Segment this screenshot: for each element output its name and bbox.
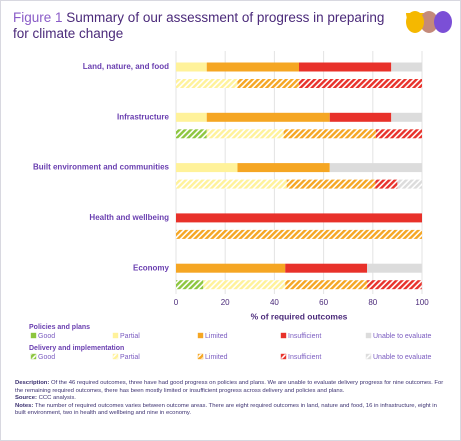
legend-swatch [30, 332, 37, 339]
title-text: Summary of our assessment of progress in… [13, 10, 385, 41]
x-tick-label: 0 [174, 298, 179, 307]
legend-label: Good [38, 354, 55, 361]
legend-label: Insufficient [288, 333, 321, 340]
legend-swatch [280, 332, 287, 339]
bar-segment [176, 62, 207, 72]
legend-label: Insufficient [288, 354, 321, 361]
bar-segment [237, 79, 299, 88]
legend-heading: Policies and plans [29, 324, 90, 331]
x-tick-label: 40 [270, 298, 279, 307]
footer: Description: Of the 46 required outcomes… [15, 380, 447, 418]
bar-segment [299, 62, 392, 72]
legend-swatch [365, 353, 372, 360]
bar-segment [237, 163, 330, 173]
legend-label: Unable to evaluate [373, 354, 431, 361]
bar-segment [206, 62, 299, 72]
category-label: Land, nature, and food [83, 62, 169, 71]
footer-text: CCC analysis. [38, 395, 76, 402]
footer-line: Source: CCC analysis. [15, 395, 447, 403]
bar-segment [375, 179, 398, 189]
legend-swatch [30, 353, 37, 360]
x-tick-label: 100 [415, 298, 429, 307]
legend-swatch [365, 332, 372, 339]
legend-label: Partial [120, 354, 140, 361]
x-tick-label: 80 [368, 298, 377, 307]
bar-segment [367, 263, 422, 273]
bar-segment [285, 263, 368, 273]
bar-segment [206, 129, 284, 139]
bar-segment [299, 79, 422, 88]
bar-segment [391, 112, 422, 122]
legend-swatch [280, 353, 287, 360]
footer-label: Notes: [15, 402, 34, 409]
legend-heading: Delivery and implementation [29, 345, 124, 352]
x-tick-label: 60 [319, 298, 328, 307]
footer-label: Source: [15, 395, 37, 402]
title-prefix: Figure 1 [13, 10, 63, 25]
category-label: Health and wellbeing [89, 213, 169, 222]
legend-swatch [197, 353, 204, 360]
bar-segment [176, 129, 207, 139]
legend-label: Partial [120, 333, 140, 340]
footer-line: Notes: The number of required outcomes v… [15, 403, 447, 418]
bar-segment [329, 163, 422, 173]
bar-segment [176, 79, 238, 88]
bar-segment [176, 112, 207, 122]
legend-swatch [112, 332, 119, 339]
legend-swatch [112, 353, 119, 360]
chart-title: Figure 1 Summary of our assessment of pr… [13, 10, 398, 42]
bar-segment [176, 263, 286, 273]
footer-label: Description: [15, 380, 50, 386]
bar-segment [206, 112, 330, 122]
bar-segment [176, 229, 422, 239]
category-label: Built environment and communities [33, 163, 170, 172]
bar-segment [176, 163, 238, 173]
legend-label: Limited [205, 354, 228, 361]
bar-segment [375, 129, 422, 139]
footer-line: Description: Of the 46 required outcomes… [15, 380, 447, 395]
x-axis-label: % of required outcomes [251, 311, 348, 321]
x-tick-label: 20 [221, 298, 230, 307]
category-label: Economy [133, 263, 170, 272]
bar-segment [203, 280, 286, 290]
category-label: Infrastructure [117, 112, 170, 121]
bar-segment [176, 213, 422, 223]
bar-segment [285, 280, 368, 290]
footer-text: The number of required outcomes varies b… [15, 402, 437, 417]
legend-label: Unable to evaluate [373, 333, 431, 340]
legend-swatch [197, 332, 204, 339]
bar-segment [329, 112, 392, 122]
footer-text: Of the 46 required outcomes, three have … [15, 380, 444, 394]
legend-label: Limited [205, 333, 228, 340]
bar-segment [176, 179, 287, 189]
bar-segment [283, 129, 376, 139]
legend-label: Good [38, 333, 55, 340]
bar-segment [286, 179, 376, 189]
bar-segment [367, 280, 422, 290]
bar-segment [397, 179, 422, 189]
logo [406, 11, 452, 33]
bar-segment [176, 280, 204, 290]
bar-segment [391, 62, 422, 72]
